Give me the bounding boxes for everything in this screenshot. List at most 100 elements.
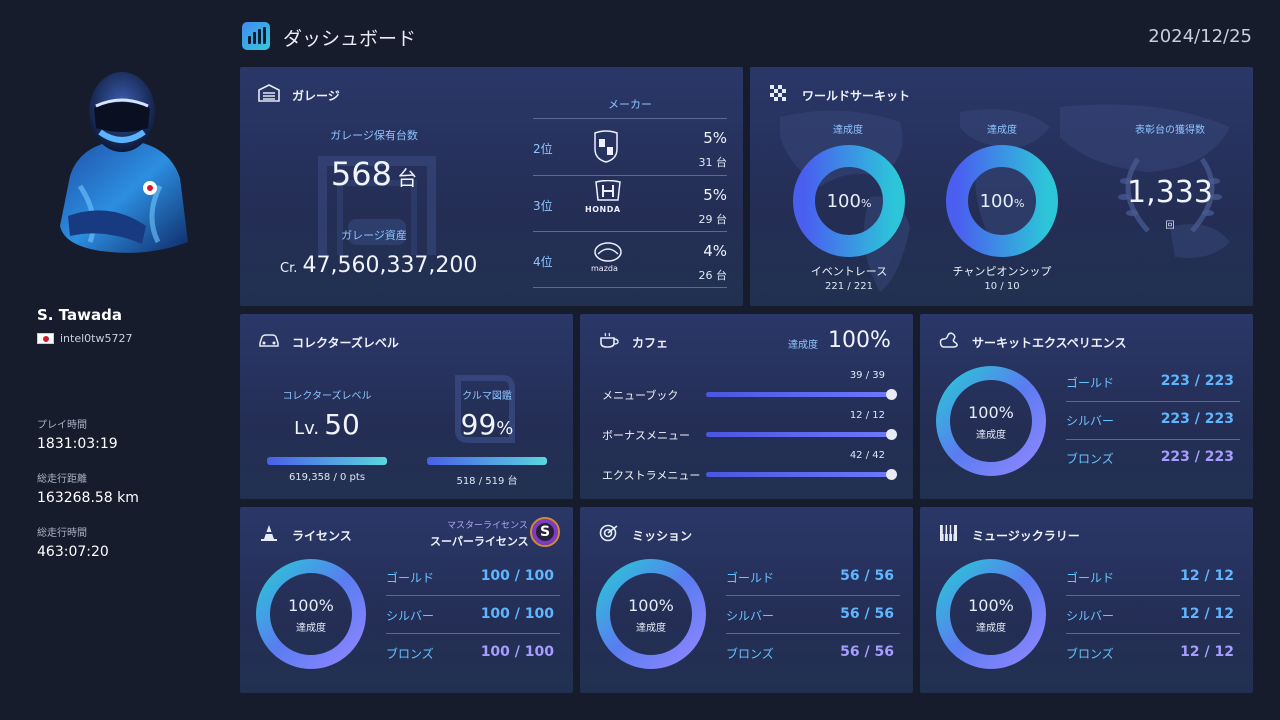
garage-icon xyxy=(258,84,280,102)
championship-ring xyxy=(946,145,1058,257)
cafe-panel[interactable]: カフェ 達成度 100% 39 / 39 メニューブック 12 / 12 ボーナ… xyxy=(580,314,913,499)
collector-points: 619,358 / 0 pts xyxy=(288,472,366,483)
maker-rank: 4位 xyxy=(533,255,553,269)
circuit-experience-panel[interactable]: サーキットエクスペリエンス 100% 達成度 ゴールド 223 / 223 シルバー… xyxy=(920,314,1253,499)
cafe-achv-label: 達成度 xyxy=(788,340,818,351)
bronze-row[interactable]: ブロンズ 223 / 223 xyxy=(1066,449,1234,466)
total-distance-value: 163268.58 km xyxy=(37,490,139,506)
laurel-wreath-icon xyxy=(1118,157,1222,233)
play-time-label: プレイ時間 xyxy=(37,420,87,431)
gold-row[interactable]: ゴールド 56 / 56 xyxy=(726,568,894,585)
circuit-track-icon xyxy=(939,332,958,348)
circuit-experience-title: サーキットエクスペリエンス xyxy=(972,336,1127,350)
cafe-item-bar xyxy=(706,389,897,400)
row-divider xyxy=(386,595,560,596)
super-license-badge-icon[interactable]: S xyxy=(530,517,560,547)
circuit-ring-center: 100% 達成度 xyxy=(968,403,1014,441)
total-drive-time-value: 463:07:20 xyxy=(37,544,109,560)
license-panel[interactable]: ライセンス マスターライセンス スーパーライセンス S 100% 達成度 ゴールド… xyxy=(240,507,573,693)
garage-bg-icon xyxy=(318,156,436,255)
cafe-title: カフェ xyxy=(632,336,669,350)
super-license-label: スーパーライセンス xyxy=(430,535,529,548)
maker-divider xyxy=(533,287,727,288)
cafe-item-count: 42 / 42 xyxy=(849,450,885,461)
garage-assets-label: ガレージ資産 xyxy=(341,229,407,242)
championship-label: チャンピオンシップ xyxy=(952,265,1052,278)
collector-level: Lv. 50 xyxy=(294,408,360,441)
cafe-extra-menu-row[interactable]: 42 / 42 エクストラメニュー xyxy=(580,444,913,484)
garage-count: 568 台 xyxy=(240,155,508,193)
garage-panel[interactable]: ガレージ ガレージ保有台数 568 台 ガレージ資産 Cr. 47,560,33… xyxy=(240,67,743,306)
target-icon xyxy=(599,524,618,542)
garage-title: ガレージ xyxy=(292,89,340,103)
cafe-achv-value: 100% xyxy=(828,328,891,353)
maker-divider xyxy=(533,175,727,176)
collector-level-label: コレクターズレベル xyxy=(282,391,372,402)
mazda-wordmark: mazda xyxy=(591,264,618,273)
garage-count-unit: 台 xyxy=(397,166,418,190)
gold-row[interactable]: ゴールド 100 / 100 xyxy=(386,568,554,585)
maker-header: メーカー xyxy=(608,98,652,111)
maker-row[interactable]: 4位 mazda 4% 26 台 xyxy=(533,232,727,288)
maker-count: 26 台 xyxy=(698,269,728,282)
championship-count: 10 / 10 xyxy=(984,281,1020,292)
total-distance-label: 総走行距離 xyxy=(37,474,87,485)
event-race-count: 221 / 221 xyxy=(825,281,873,292)
cafe-item-bar xyxy=(706,469,897,480)
maker-row[interactable]: 2位 5% 31 台 xyxy=(533,119,727,175)
world-circuit-panel[interactable]: ワールドサーキット 達成度 100% イベントレース 221 / 221 達成度… xyxy=(750,67,1253,306)
maker-share: 5% xyxy=(703,129,727,147)
silver-row[interactable]: シルバー 12 / 12 xyxy=(1066,606,1234,623)
car-book-bg-icon xyxy=(455,375,515,443)
japan-flag-icon xyxy=(37,333,54,344)
driver-avatar[interactable] xyxy=(50,66,195,256)
page-title: ダッシュボード xyxy=(283,28,417,50)
play-time-value: 1831:03:19 xyxy=(37,436,118,452)
row-divider xyxy=(726,595,900,596)
bronze-row[interactable]: ブロンズ 56 / 56 xyxy=(726,644,894,661)
music-ring-center: 100% 達成度 xyxy=(968,596,1014,634)
cafe-menu-book-row[interactable]: 39 / 39 メニューブック xyxy=(580,364,913,404)
collector-level-panel[interactable]: コレクターズレベル コレクターズレベル Lv. 50 619,358 / 0 p… xyxy=(240,314,573,499)
silver-row[interactable]: シルバー 56 / 56 xyxy=(726,606,894,623)
cafe-item-count: 12 / 12 xyxy=(849,410,885,421)
coffee-cup-icon xyxy=(600,332,619,348)
bronze-row[interactable]: ブロンズ 100 / 100 xyxy=(386,644,554,661)
podium-label: 表彰台の獲得数 xyxy=(1135,125,1205,136)
podium-count: 1,333 xyxy=(1127,175,1213,210)
maker-rank: 2位 xyxy=(533,142,553,156)
cafe-item-label: ボーナスメニュー xyxy=(602,429,690,442)
world-map-bg xyxy=(780,104,1230,292)
garage-assets: Cr. 47,560,337,200 xyxy=(280,253,477,278)
silver-row[interactable]: シルバー 223 / 223 xyxy=(1066,411,1234,428)
cafe-bonus-menu-row[interactable]: 12 / 12 ボーナスメニュー xyxy=(580,404,913,444)
collector-title: コレクターズレベル xyxy=(292,336,399,350)
mission-panel[interactable]: ミッション 100% 達成度 ゴールド 56 / 56 シルバー 56 / 56 ブロ… xyxy=(580,507,913,693)
mission-title: ミッション xyxy=(632,529,693,543)
maker-count: 29 台 xyxy=(698,213,728,226)
music-rally-ring xyxy=(936,559,1046,669)
total-drive-time-label: 総走行時間 xyxy=(37,528,87,539)
car-book-label: クルマ図鑑 xyxy=(462,391,512,402)
row-divider xyxy=(1066,633,1240,634)
maker-row[interactable]: 3位 HONDA 5% 29 台 xyxy=(533,176,727,232)
bronze-row[interactable]: ブロンズ 12 / 12 xyxy=(1066,644,1234,661)
maker-share: 4% xyxy=(703,242,727,260)
row-divider xyxy=(1066,401,1240,402)
music-rally-title: ミュージックラリー xyxy=(972,529,1080,543)
gold-row[interactable]: ゴールド 223 / 223 xyxy=(1066,373,1234,390)
championship-achv-label: 達成度 xyxy=(987,125,1017,136)
license-title: ライセンス xyxy=(292,529,352,543)
music-rally-panel[interactable]: ミュージックラリー 100% 達成度 ゴールド 12 / 12 シルバー 12 / 1… xyxy=(920,507,1253,693)
collector-level-bar xyxy=(267,457,387,465)
player-id: intel0tw5727 xyxy=(60,332,133,345)
gold-row[interactable]: ゴールド 12 / 12 xyxy=(1066,568,1234,585)
assets-value: 47,560,337,200 xyxy=(302,253,478,278)
honda-wordmark: HONDA xyxy=(585,205,621,214)
maker-divider xyxy=(533,231,727,232)
championship-ring-value: 100% xyxy=(979,191,1025,212)
silver-row[interactable]: シルバー 100 / 100 xyxy=(386,606,554,623)
current-date: 2024/12/25 xyxy=(1148,26,1252,47)
world-circuit-title: ワールドサーキット xyxy=(802,89,911,103)
row-divider xyxy=(1066,439,1240,440)
